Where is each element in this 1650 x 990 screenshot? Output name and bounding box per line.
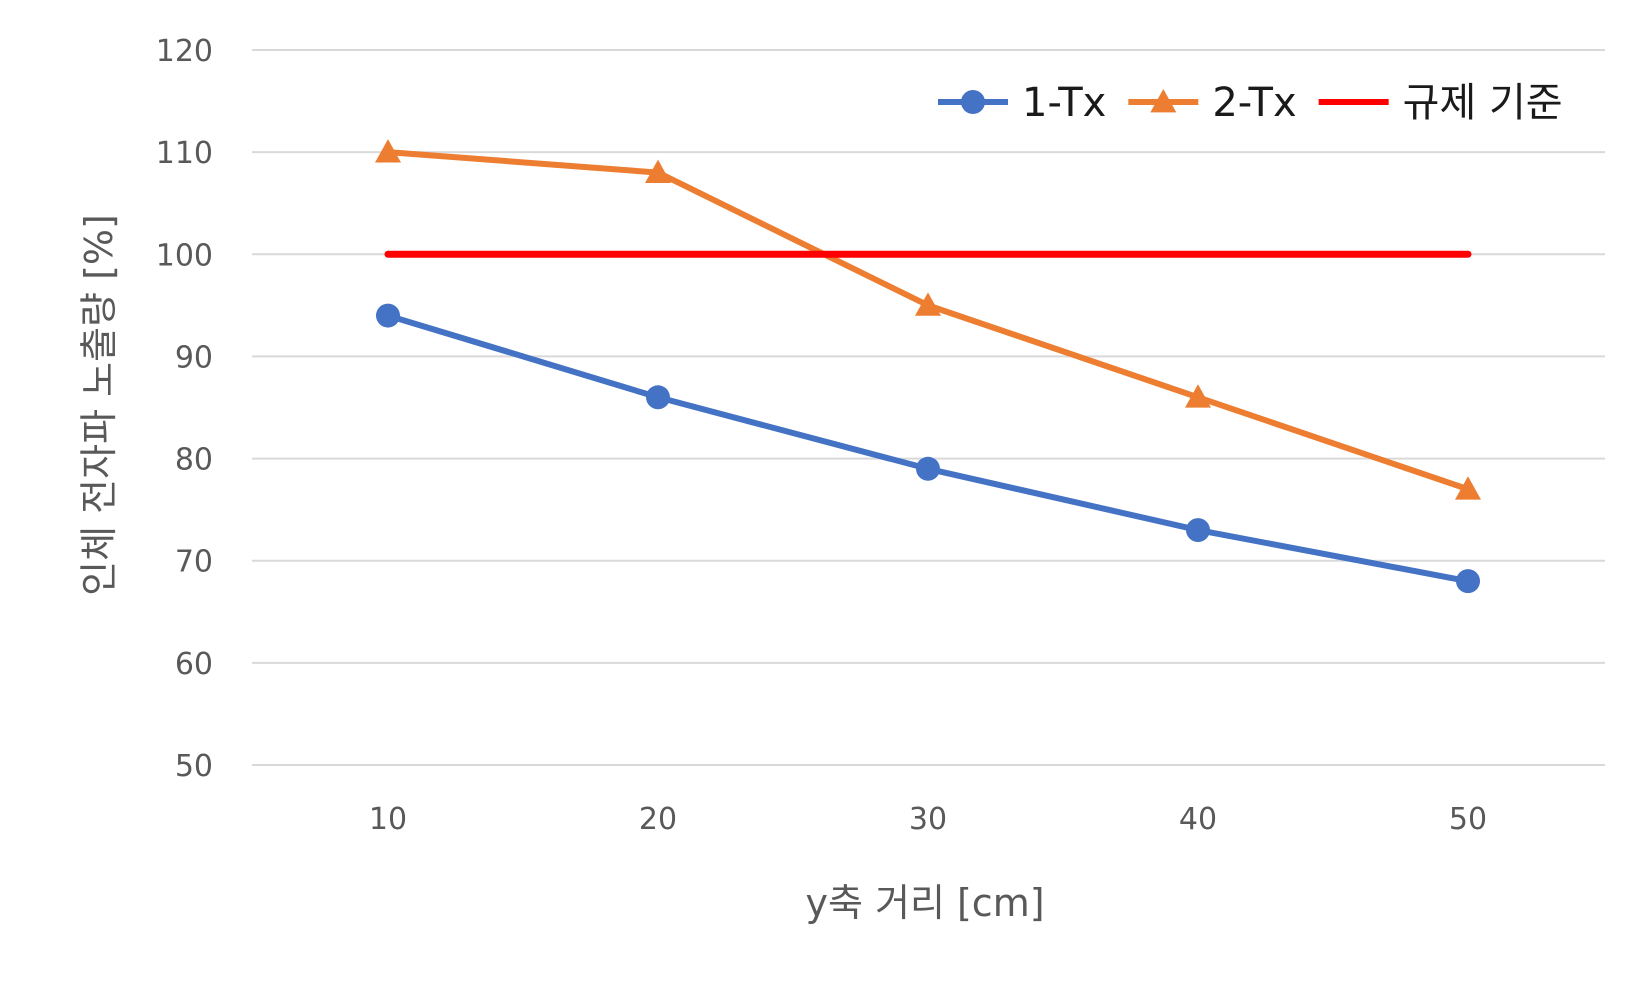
y-tick-label: 100	[156, 238, 213, 273]
legend-label: 규제 기준	[1403, 80, 1563, 126]
x-tick-label: 10	[369, 802, 407, 837]
y-tick-label: 90	[175, 340, 213, 375]
x-axis-title: y축 거리 [cm]	[805, 881, 1044, 925]
y-axis-ticks: 50 60 70 80 90 100 110 120	[156, 34, 213, 784]
y-tick-label: 70	[175, 545, 213, 580]
y-tick-label: 80	[175, 443, 213, 478]
y-tick-label: 60	[175, 647, 213, 682]
data-point-1-tx	[1456, 569, 1480, 594]
legend-item-규제-기준: 규제 기준	[1318, 80, 1563, 126]
x-tick-label: 30	[909, 802, 947, 837]
series-line-2-tx	[385, 149, 1471, 493]
legend-item-2-tx: 2-Tx	[1128, 80, 1297, 126]
legend-marker-triangle	[1150, 89, 1177, 113]
y-tick-label: 120	[156, 34, 213, 69]
legend-label: 2-Tx	[1212, 80, 1296, 126]
series-line-1-tx	[385, 312, 1471, 585]
legend-label: 1-Tx	[1022, 80, 1106, 126]
x-tick-label: 50	[1449, 802, 1487, 837]
data-point-1-tx	[376, 303, 400, 328]
data-point-2-tx	[1185, 384, 1211, 408]
x-tick-label: 20	[639, 802, 677, 837]
x-tick-label: 40	[1179, 802, 1217, 837]
x-axis-ticks: 10 20 30 40 50	[369, 802, 1487, 837]
data-point-2-tx	[1455, 476, 1481, 500]
data-point-2-tx	[915, 292, 941, 316]
data-point-1-tx	[646, 385, 670, 410]
y-tick-label: 110	[156, 136, 213, 171]
data-point-1-tx	[916, 456, 940, 481]
data-point-2-tx	[375, 139, 401, 163]
legend: 1-Tx 2-Tx 규제 기준	[938, 80, 1563, 126]
series-layer	[375, 139, 1481, 594]
y-tick-label: 50	[175, 749, 213, 784]
series-1-tx	[376, 303, 1480, 594]
data-point-2-tx	[645, 159, 671, 183]
series-2-tx	[375, 139, 1481, 500]
legend-item-1-tx: 1-Tx	[938, 80, 1106, 126]
y-axis-title: 인체 전자파 노출량 [%]	[77, 214, 121, 596]
legend-marker-circle	[961, 90, 985, 114]
data-point-1-tx	[1186, 518, 1210, 543]
